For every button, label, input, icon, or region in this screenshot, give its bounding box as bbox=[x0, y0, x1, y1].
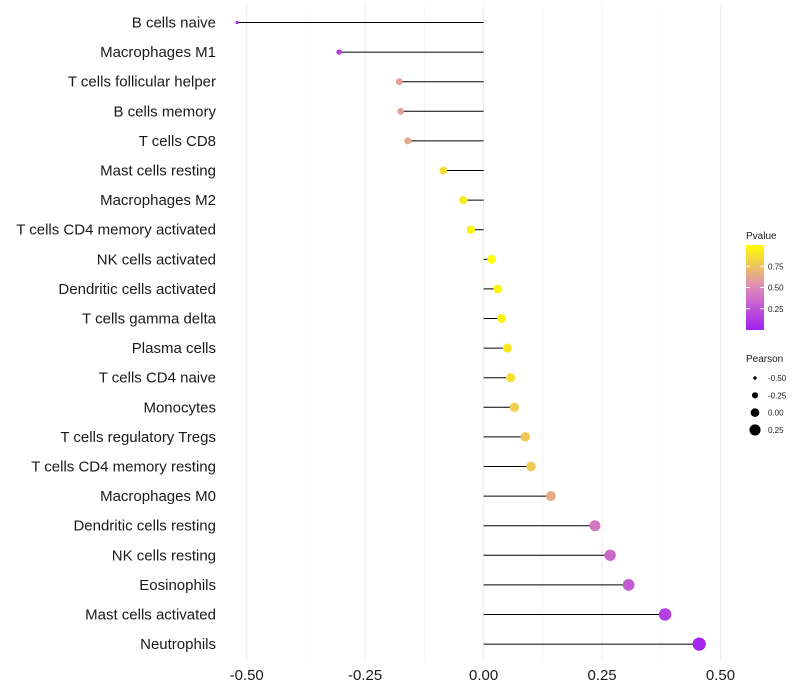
category-label: Macrophages M1 bbox=[100, 44, 216, 61]
legend-pearson-title: Pearson bbox=[746, 354, 783, 365]
data-point bbox=[526, 461, 536, 472]
legend-pearson-dot bbox=[751, 392, 759, 399]
data-point bbox=[493, 284, 503, 294]
data-point bbox=[336, 49, 342, 55]
legend-pearson-label: 0.00 bbox=[768, 409, 784, 418]
legend-pearson-label: -0.25 bbox=[768, 391, 787, 400]
category-label: NK cells activated bbox=[97, 251, 216, 268]
category-label: Eosinophils bbox=[139, 577, 216, 594]
category-label: T cells CD8 bbox=[139, 133, 216, 150]
data-point bbox=[604, 549, 616, 561]
points bbox=[235, 20, 706, 651]
category-label: B cells naive bbox=[132, 15, 216, 32]
category-label: T cells follicular helper bbox=[68, 74, 216, 91]
category-label: T cells gamma delta bbox=[82, 311, 217, 328]
category-label: B cells memory bbox=[113, 103, 216, 120]
data-point bbox=[658, 608, 672, 621]
grid bbox=[246, 5, 722, 662]
legend-pearson-dot bbox=[753, 376, 757, 380]
data-point bbox=[235, 20, 239, 25]
legend-pvalue-label: 0.75 bbox=[768, 262, 784, 271]
category-label: Neutrophils bbox=[140, 636, 216, 653]
category-label: Dendritic cells resting bbox=[73, 518, 216, 535]
x-tick-label: 0.50 bbox=[706, 667, 735, 684]
x-tick-label: -0.25 bbox=[348, 667, 382, 684]
data-point bbox=[520, 432, 531, 442]
category-label: NK cells resting bbox=[112, 547, 216, 564]
legend-pvalue-title: Pvalue bbox=[746, 231, 777, 242]
data-point bbox=[692, 637, 706, 651]
data-point bbox=[509, 402, 520, 412]
legend-pearson: Pearson -0.50 -0.25 0.00 0.25 bbox=[746, 354, 787, 436]
legend-pvalue-label: 0.25 bbox=[768, 305, 784, 314]
legend-pvalue-label: 0.50 bbox=[768, 284, 784, 293]
data-point bbox=[395, 78, 403, 86]
category-labels: B cells naive Macrophages M1 T cells folli… bbox=[16, 15, 216, 654]
stems bbox=[237, 22, 700, 645]
x-tick-label: -0.50 bbox=[230, 667, 264, 684]
category-label: T cells CD4 memory resting bbox=[31, 459, 216, 476]
category-label: Macrophages M0 bbox=[100, 488, 216, 505]
data-point bbox=[397, 107, 405, 115]
data-point bbox=[502, 343, 512, 353]
category-label: Mast cells activated bbox=[85, 607, 216, 624]
x-tick-labels: -0.50 -0.25 0.00 0.25 0.50 bbox=[230, 667, 736, 684]
legend-pearson-dot bbox=[749, 424, 761, 436]
x-tick-label: 0.00 bbox=[469, 667, 498, 684]
category-label: Monocytes bbox=[143, 399, 216, 416]
legend-pvalue-colorbar bbox=[746, 245, 764, 330]
legend-pearson-dot bbox=[750, 408, 760, 417]
legend-pearson-label: -0.50 bbox=[768, 374, 787, 383]
data-point bbox=[439, 166, 448, 175]
legend-pearson-label: 0.25 bbox=[768, 426, 784, 435]
legend-pvalue: Pvalue 0.75 0.50 0.25 bbox=[746, 231, 784, 330]
category-label: T cells regulatory Tregs bbox=[60, 429, 216, 446]
data-point bbox=[497, 314, 507, 323]
data-point bbox=[506, 373, 516, 383]
category-label: Plasma cells bbox=[132, 340, 216, 357]
data-point bbox=[622, 579, 635, 591]
data-point bbox=[459, 196, 468, 205]
data-point bbox=[466, 225, 475, 234]
category-label: Mast cells resting bbox=[100, 163, 216, 180]
category-label: Dendritic cells activated bbox=[58, 281, 216, 298]
x-tick-label: 0.25 bbox=[587, 667, 616, 684]
data-point bbox=[487, 254, 497, 264]
category-label: Macrophages M2 bbox=[100, 192, 216, 209]
data-point bbox=[589, 520, 601, 532]
category-label: T cells CD4 memory activated bbox=[16, 222, 216, 239]
data-point bbox=[404, 137, 412, 145]
data-point bbox=[545, 491, 556, 502]
category-label: T cells CD4 naive bbox=[99, 370, 216, 387]
